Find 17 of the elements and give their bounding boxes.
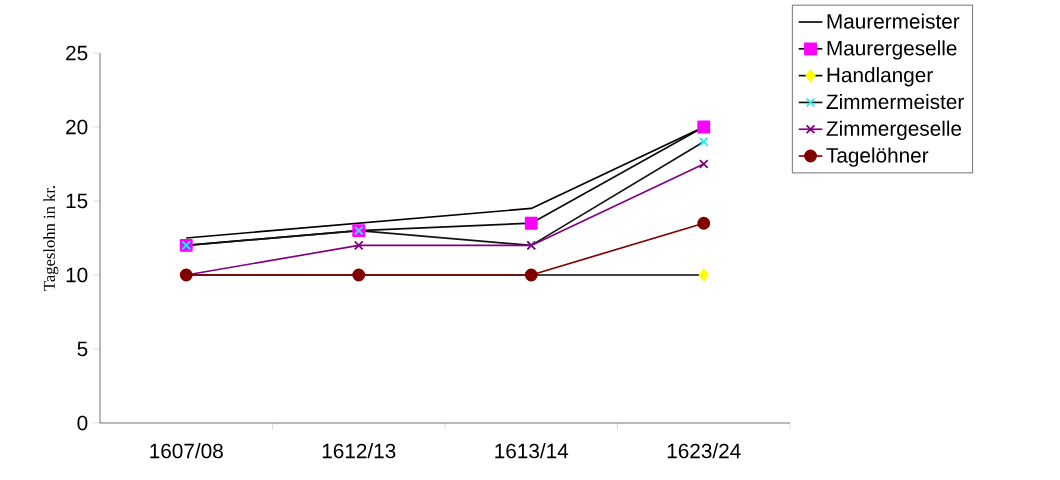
y-tick-label: 15 — [66, 193, 88, 209]
x-tick-label: 1607/08 — [150, 443, 223, 459]
legend-label: Handlanger — [827, 67, 933, 87]
legend-label: Maurergeselle — [827, 40, 957, 60]
legend-label: Maurermeister — [827, 13, 960, 29]
y-tick-label: 25 — [66, 45, 88, 61]
x-tick-label: 1612/13 — [322, 443, 396, 459]
legend-label: Zimmermeister — [826, 93, 964, 110]
legend-label: Zimmergeselle — [826, 120, 962, 141]
y-tick-label: 0 — [77, 415, 88, 431]
y-tick-label: 20 — [66, 119, 88, 135]
x-tick-label: 1623/24 — [667, 443, 741, 459]
y-tick-label: 10 — [66, 267, 88, 283]
legend-label: Tagelöhner — [826, 147, 929, 167]
x-tick-label: 1613/14 — [495, 443, 569, 459]
y-tick-label: 5 — [77, 341, 88, 357]
y-axis-title: Tageslohn in kr. — [43, 185, 59, 291]
